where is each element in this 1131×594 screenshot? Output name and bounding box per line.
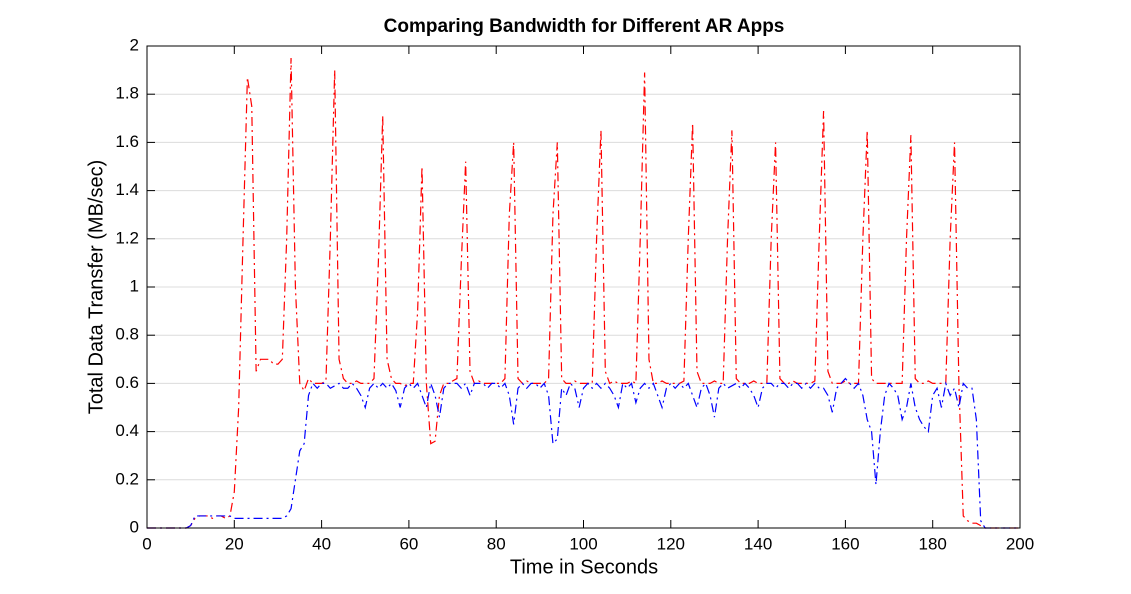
y-tick-label: 0.4 (115, 421, 139, 440)
y-tick-label: 1.8 (115, 84, 139, 103)
x-tick-label: 40 (312, 534, 331, 553)
x-tick-label: 0 (142, 534, 151, 553)
y-tick-label: 0.6 (115, 373, 139, 392)
x-tick-label: 120 (657, 534, 685, 553)
y-axis-label: Total Data Transfer (MB/sec) (85, 160, 107, 415)
y-tick-label: 0.2 (115, 469, 139, 488)
x-tick-label: 80 (487, 534, 506, 553)
y-tick-label: 0.8 (115, 325, 139, 344)
x-tick-label: 160 (831, 534, 859, 553)
y-tick-label: 1.6 (115, 132, 139, 151)
y-tick-label: 1.2 (115, 228, 139, 247)
x-tick-label: 140 (744, 534, 772, 553)
x-tick-label: 20 (225, 534, 244, 553)
x-axis-label: Time in Seconds (510, 556, 658, 578)
chart-title: Comparing Bandwidth for Different AR App… (384, 16, 785, 37)
y-tick-label: 0 (130, 517, 139, 536)
y-tick-label: 1.4 (115, 180, 139, 199)
series-line (147, 377, 1020, 529)
y-tick-label: 2 (130, 35, 139, 54)
series-line (147, 58, 1020, 529)
y-tick-label: 1 (130, 276, 139, 295)
x-tick-label: 100 (569, 534, 597, 553)
x-tick-label: 200 (1006, 534, 1034, 553)
x-tick-label: 180 (919, 534, 947, 553)
plot-frame (146, 45, 1021, 529)
x-tick-label: 60 (399, 534, 418, 553)
